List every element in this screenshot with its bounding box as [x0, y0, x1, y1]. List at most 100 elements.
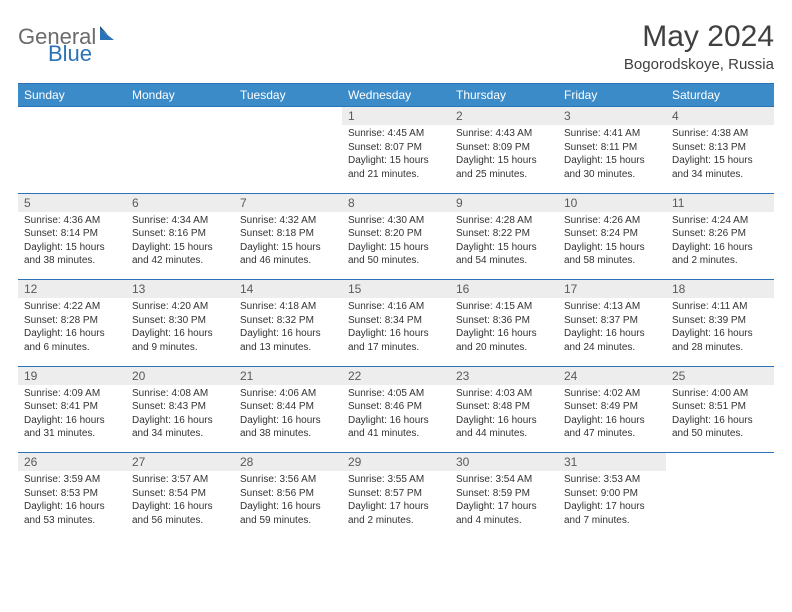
daylight: Daylight: 15 hours and 38 minutes.: [24, 241, 120, 268]
sunset: Sunset: 8:18 PM: [240, 227, 336, 241]
sunrise: Sunrise: 4:24 AM: [672, 214, 768, 228]
daylight: Daylight: 16 hours and 24 minutes.: [564, 327, 660, 354]
daynum-row: 12131415161718: [18, 280, 774, 299]
day-cell: Sunrise: 4:45 AMSunset: 8:07 PMDaylight:…: [342, 125, 450, 185]
sunrise: Sunrise: 4:36 AM: [24, 214, 120, 228]
sunrise: Sunrise: 4:15 AM: [456, 300, 552, 314]
daylight: Daylight: 16 hours and 9 minutes.: [132, 327, 228, 354]
day-cell: Sunrise: 4:09 AMSunset: 8:41 PMDaylight:…: [18, 385, 126, 445]
day-number: 4: [666, 107, 774, 125]
day-number: 9: [450, 194, 558, 212]
day-number: 26: [18, 453, 126, 471]
sunset: Sunset: 8:48 PM: [456, 400, 552, 414]
daylight: Daylight: 15 hours and 25 minutes.: [456, 154, 552, 181]
day-cell: Sunrise: 4:41 AMSunset: 8:11 PMDaylight:…: [558, 125, 666, 185]
location: Bogorodskoye, Russia: [624, 56, 774, 73]
sunset: Sunset: 8:22 PM: [456, 227, 552, 241]
sunset: Sunset: 8:54 PM: [132, 487, 228, 501]
sunrise: Sunrise: 4:22 AM: [24, 300, 120, 314]
sunrise: Sunrise: 4:02 AM: [564, 387, 660, 401]
sunrise: Sunrise: 3:59 AM: [24, 473, 120, 487]
sunset: Sunset: 8:30 PM: [132, 314, 228, 328]
day-number: 10: [558, 194, 666, 212]
sunset: Sunset: 8:37 PM: [564, 314, 660, 328]
day-cell: Sunrise: 4:43 AMSunset: 8:09 PMDaylight:…: [450, 125, 558, 185]
daylight: Daylight: 16 hours and 38 minutes.: [240, 414, 336, 441]
daylight: Daylight: 16 hours and 56 minutes.: [132, 500, 228, 527]
day-cell: Sunrise: 3:59 AMSunset: 8:53 PMDaylight:…: [18, 471, 126, 531]
sunrise: Sunrise: 4:05 AM: [348, 387, 444, 401]
sunset: Sunset: 9:00 PM: [564, 487, 660, 501]
day-number: 18: [666, 280, 774, 298]
weekday-header: Monday: [126, 84, 234, 107]
daylight: Daylight: 16 hours and 47 minutes.: [564, 414, 660, 441]
sunset: Sunset: 8:49 PM: [564, 400, 660, 414]
daynum-row: 567891011: [18, 193, 774, 212]
sunset: Sunset: 8:51 PM: [672, 400, 768, 414]
sunrise: Sunrise: 3:55 AM: [348, 473, 444, 487]
day-cell: Sunrise: 4:03 AMSunset: 8:48 PMDaylight:…: [450, 385, 558, 445]
sunset: Sunset: 8:43 PM: [132, 400, 228, 414]
day-cell: Sunrise: 3:57 AMSunset: 8:54 PMDaylight:…: [126, 471, 234, 531]
sunrise: Sunrise: 4:03 AM: [456, 387, 552, 401]
content-row: Sunrise: 4:45 AMSunset: 8:07 PMDaylight:…: [18, 125, 774, 193]
day-number: 16: [450, 280, 558, 298]
sunrise: Sunrise: 4:20 AM: [132, 300, 228, 314]
day-number: [666, 453, 774, 471]
sunset: Sunset: 8:39 PM: [672, 314, 768, 328]
sunrise: Sunrise: 3:56 AM: [240, 473, 336, 487]
daylight: Daylight: 16 hours and 41 minutes.: [348, 414, 444, 441]
day-cell: Sunrise: 4:28 AMSunset: 8:22 PMDaylight:…: [450, 212, 558, 272]
day-cell: Sunrise: 4:18 AMSunset: 8:32 PMDaylight:…: [234, 298, 342, 358]
day-number: 8: [342, 194, 450, 212]
sunset: Sunset: 8:34 PM: [348, 314, 444, 328]
day-cell: Sunrise: 4:30 AMSunset: 8:20 PMDaylight:…: [342, 212, 450, 272]
day-number: 28: [234, 453, 342, 471]
daylight: Daylight: 15 hours and 34 minutes.: [672, 154, 768, 181]
header: General May 2024 Bogorodskoye, Russia: [18, 20, 774, 73]
weekday-header: Sunday: [18, 84, 126, 107]
sunrise: Sunrise: 4:26 AM: [564, 214, 660, 228]
daylight: Daylight: 15 hours and 42 minutes.: [132, 241, 228, 268]
day-cell: Sunrise: 4:38 AMSunset: 8:13 PMDaylight:…: [666, 125, 774, 185]
daylight: Daylight: 17 hours and 2 minutes.: [348, 500, 444, 527]
day-number: 11: [666, 194, 774, 212]
sunset: Sunset: 8:59 PM: [456, 487, 552, 501]
daylight: Daylight: 16 hours and 50 minutes.: [672, 414, 768, 441]
day-cell: Sunrise: 4:34 AMSunset: 8:16 PMDaylight:…: [126, 212, 234, 272]
weekday-header: Tuesday: [234, 84, 342, 107]
day-cell: [234, 125, 342, 131]
sunset: Sunset: 8:32 PM: [240, 314, 336, 328]
day-number: [126, 107, 234, 125]
content-row: Sunrise: 4:22 AMSunset: 8:28 PMDaylight:…: [18, 298, 774, 366]
day-number: [234, 107, 342, 125]
daynum-row: 262728293031: [18, 453, 774, 472]
day-number: 31: [558, 453, 666, 471]
triangle-icon: [100, 26, 118, 45]
sunset: Sunset: 8:24 PM: [564, 227, 660, 241]
sunrise: Sunrise: 4:34 AM: [132, 214, 228, 228]
weekday-header: Wednesday: [342, 84, 450, 107]
sunset: Sunset: 8:14 PM: [24, 227, 120, 241]
daylight: Daylight: 16 hours and 34 minutes.: [132, 414, 228, 441]
content-row: Sunrise: 4:09 AMSunset: 8:41 PMDaylight:…: [18, 385, 774, 453]
day-cell: Sunrise: 3:55 AMSunset: 8:57 PMDaylight:…: [342, 471, 450, 531]
daylight: Daylight: 16 hours and 2 minutes.: [672, 241, 768, 268]
daylight: Daylight: 16 hours and 31 minutes.: [24, 414, 120, 441]
sunset: Sunset: 8:36 PM: [456, 314, 552, 328]
day-number: 7: [234, 194, 342, 212]
content-row: Sunrise: 3:59 AMSunset: 8:53 PMDaylight:…: [18, 471, 774, 539]
sunrise: Sunrise: 4:00 AM: [672, 387, 768, 401]
day-cell: Sunrise: 4:11 AMSunset: 8:39 PMDaylight:…: [666, 298, 774, 358]
day-number: 2: [450, 107, 558, 125]
day-number: 17: [558, 280, 666, 298]
sunrise: Sunrise: 4:18 AM: [240, 300, 336, 314]
daylight: Daylight: 16 hours and 20 minutes.: [456, 327, 552, 354]
sunset: Sunset: 8:26 PM: [672, 227, 768, 241]
sunset: Sunset: 8:13 PM: [672, 141, 768, 155]
daynum-row: 1234: [18, 107, 774, 126]
day-number: 29: [342, 453, 450, 471]
sunrise: Sunrise: 3:54 AM: [456, 473, 552, 487]
sunset: Sunset: 8:11 PM: [564, 141, 660, 155]
sunset: Sunset: 8:07 PM: [348, 141, 444, 155]
